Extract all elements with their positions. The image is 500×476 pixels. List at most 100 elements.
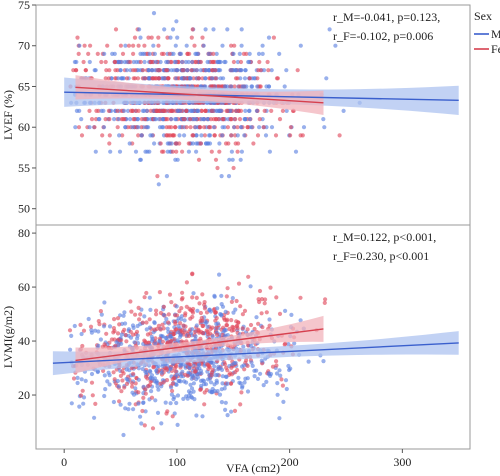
male-point: [190, 327, 195, 332]
male-point: [238, 157, 243, 162]
male-point: [168, 35, 173, 40]
male-point: [327, 27, 332, 32]
female-point: [189, 35, 194, 40]
male-point: [92, 415, 97, 420]
female-point: [120, 378, 125, 383]
female-point: [233, 117, 238, 122]
female-point: [160, 322, 165, 327]
male-point: [217, 272, 222, 277]
male-point: [281, 399, 286, 404]
male-point: [274, 371, 280, 376]
male-point: [125, 108, 131, 113]
male-point: [162, 76, 167, 81]
female-point: [107, 117, 112, 122]
male-point: [218, 76, 223, 81]
male-point: [159, 370, 164, 375]
female-point: [113, 76, 118, 81]
female-point: [177, 309, 182, 314]
male-point: [148, 133, 153, 138]
male-point: [123, 43, 128, 48]
female-point: [161, 108, 167, 113]
female-point: [295, 68, 300, 73]
female-point: [244, 358, 249, 363]
male-point: [177, 133, 182, 138]
male-point: [208, 380, 214, 385]
male-point: [258, 371, 263, 376]
female-point: [239, 390, 244, 395]
female-point: [140, 320, 145, 325]
male-point: [231, 310, 236, 315]
male-point: [169, 392, 174, 397]
female-point: [156, 76, 161, 81]
female-point: [200, 318, 205, 323]
male-point: [220, 43, 225, 48]
plot-frame: [35, 4, 471, 226]
male-point: [239, 149, 244, 154]
female-point: [154, 308, 159, 313]
female-point: [257, 59, 262, 65]
male-point: [123, 125, 128, 130]
female-point: [150, 426, 156, 431]
female-point: [211, 59, 216, 65]
male-point: [203, 68, 208, 73]
female-point: [211, 117, 216, 122]
male-point: [206, 377, 211, 382]
female-point: [156, 35, 161, 40]
female-point: [228, 371, 233, 376]
female-point: [173, 319, 178, 324]
female-point: [179, 306, 184, 311]
female-point: [267, 323, 272, 328]
male-point: [152, 376, 157, 381]
male-point: [194, 133, 199, 138]
female-point: [229, 133, 234, 138]
female-fit-line: [75, 86, 324, 104]
female-point: [203, 108, 208, 113]
male-point: [135, 333, 140, 338]
female-point: [214, 316, 219, 321]
female-point: [173, 125, 178, 130]
male-point: [209, 389, 214, 394]
male-point: [147, 295, 152, 300]
female-point: [80, 388, 85, 393]
male-point: [201, 117, 206, 122]
male-point: [284, 386, 289, 392]
male-point: [287, 367, 292, 373]
female-point: [235, 125, 240, 130]
female-point: [156, 323, 161, 328]
male-point: [144, 125, 150, 130]
male-point: [284, 68, 289, 73]
female-point: [173, 369, 178, 374]
female-point: [235, 149, 240, 154]
male-point: [143, 409, 148, 414]
female-point: [119, 389, 124, 394]
male-point: [252, 368, 257, 373]
correlation-annotation: r_F=0.230, p<0.001: [333, 249, 429, 263]
male-point: [102, 373, 107, 378]
female-point: [233, 108, 239, 113]
female-point: [258, 84, 263, 89]
female-point: [132, 117, 137, 122]
male-point: [260, 43, 265, 48]
male-point: [112, 117, 117, 122]
female-point: [128, 329, 133, 334]
female-point: [140, 408, 145, 414]
male-point: [148, 369, 153, 374]
female-point: [215, 332, 220, 337]
female-point: [131, 68, 136, 73]
male-point: [200, 414, 205, 419]
female-point: [166, 76, 171, 81]
male-point: [127, 141, 132, 146]
male-point: [126, 407, 131, 412]
female-point: [174, 149, 179, 154]
female-point: [165, 35, 170, 40]
female-point: [82, 43, 87, 48]
male-point: [283, 378, 289, 383]
male-point: [117, 149, 123, 154]
female-point: [247, 76, 252, 81]
male-point: [118, 313, 123, 318]
male-point: [146, 68, 151, 73]
female-point: [89, 117, 95, 122]
female-point: [173, 327, 178, 332]
female-point: [71, 376, 77, 381]
male-point: [229, 149, 234, 154]
